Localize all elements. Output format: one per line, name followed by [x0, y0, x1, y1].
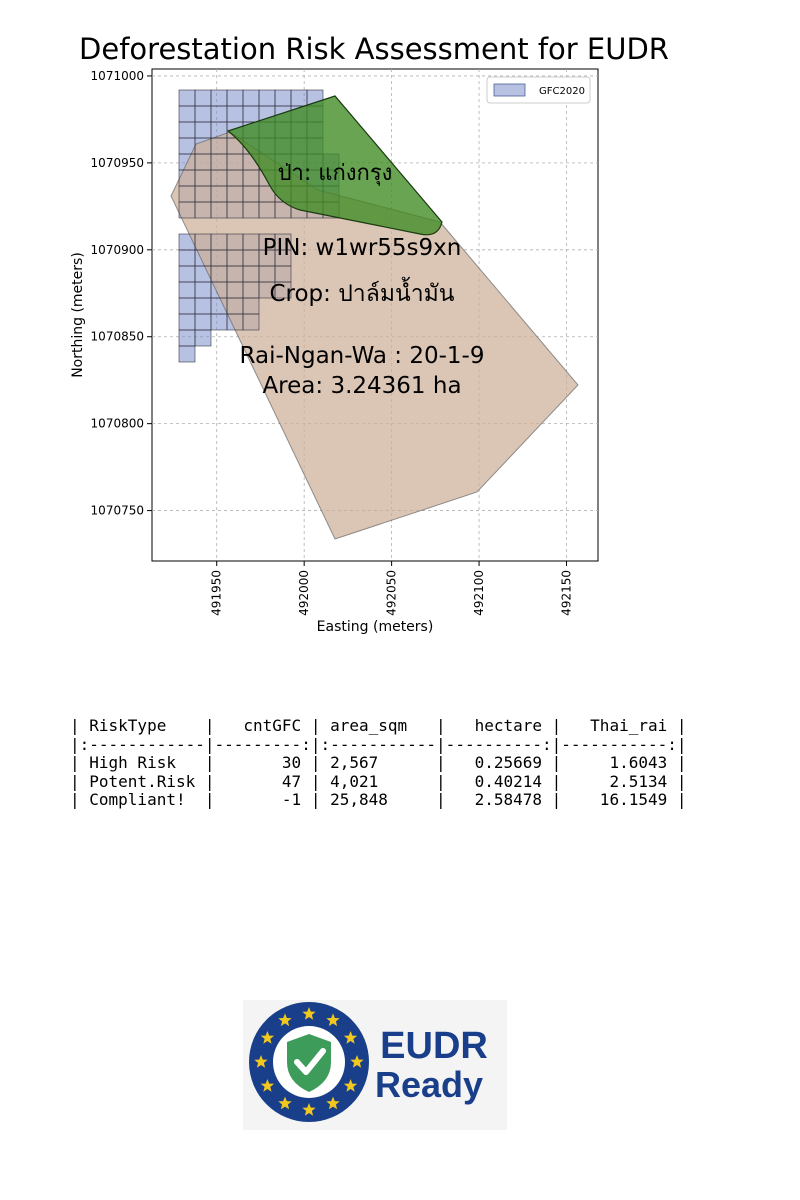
forest-polygon: [226, 95, 443, 236]
gfc-cell: [291, 90, 307, 106]
gfc-cell: [195, 106, 211, 122]
gfc-cell: [195, 314, 211, 330]
eu-star-icon: [326, 1096, 340, 1110]
table-row-high-risk: | High Risk | 30 | 2,567 | 0.25669 | 1.6…: [70, 753, 687, 772]
checkmark-icon: [294, 1048, 326, 1075]
gfc-cell-outline: [194, 329, 212, 347]
eu-star-icon: [260, 1031, 275, 1044]
x-axis-label: Easting (meters): [317, 619, 434, 635]
gfc-cell: [179, 330, 195, 346]
eu-star-icon: [343, 1031, 358, 1044]
figure-title: Deforestation Risk Assessment for EUDR: [79, 32, 669, 66]
area-label: Area: 3.24361 ha: [262, 373, 461, 399]
map-figure: Deforestation Risk Assessment for EUDR ป…: [70, 32, 669, 635]
y-tick-label: 1070950: [91, 156, 144, 170]
gfc-cell: [179, 282, 195, 298]
eu-star-icon: [326, 1013, 340, 1027]
gfc-cell-outline: [242, 313, 260, 331]
table-row-potent-risk: | Potent.Risk | 47 | 4,021 | 0.40214 | 2…: [70, 771, 687, 791]
table-header-row: | RiskType | cntGFC | area_sqm | hectare…: [70, 716, 687, 735]
map-plot-area: ป่า: แก่งกรุง PIN: w1wr55s9xn Crop: ปาล์…: [151, 68, 599, 562]
x-tick-label: 492100: [472, 570, 486, 616]
gfc-cell: [227, 106, 243, 122]
gfc-cell: [179, 298, 195, 314]
y-tick-label: 1070900: [91, 243, 144, 257]
gfc-cell: [179, 314, 195, 330]
gfc-cell: [195, 90, 211, 106]
gfc-cell-outline: [274, 281, 292, 299]
gfc-cell: [179, 138, 195, 154]
y-tick-label: 1071000: [91, 69, 144, 83]
legend-label: GFC2020: [539, 86, 585, 97]
legend-swatch: [493, 83, 526, 97]
x-axis-ticks: 491950 492000 492050 492100 492150: [210, 561, 574, 616]
x-tick-label: 492150: [560, 570, 574, 616]
eu-star-icon: [278, 1096, 292, 1110]
legend-box: [486, 76, 591, 104]
gfc-cell: [179, 346, 195, 362]
gfc-cell: [243, 106, 259, 122]
y-tick-label: 1070800: [91, 417, 144, 431]
gfc-cell: [259, 90, 275, 106]
table-row-compliant: | Compliant! | -1 | 25,848 | 2.58478 | 1…: [70, 790, 687, 809]
x-tick-label: 491950: [210, 570, 224, 616]
badge-text-ready: Ready: [375, 1064, 483, 1105]
shield-icon: [287, 1034, 331, 1092]
gfc-cell: [211, 90, 227, 106]
badge-text-eudr: EUDR: [380, 1025, 488, 1067]
y-axis-ticks: 1070750 1070800 1070850 1070900 1070950 10710…: [91, 69, 152, 518]
eu-star-icon: [278, 1013, 292, 1027]
eu-star-icon: [260, 1079, 275, 1092]
gfc-cell: [179, 250, 195, 266]
gfc-cell: [195, 122, 211, 138]
gfc-cell: [275, 90, 291, 106]
eu-star-icon: [302, 1103, 316, 1116]
gfc-cell: [195, 330, 211, 346]
eu-star-icon: [254, 1055, 268, 1068]
gfc-cell: [179, 122, 195, 138]
eu-stars: [254, 1007, 364, 1116]
eu-star-icon: [343, 1079, 358, 1092]
gfc-cell: [211, 314, 227, 330]
x-tick-label: 492000: [297, 570, 311, 616]
rai-ngan-wa-label: Rai-Ngan-Wa : 20-1-9: [240, 343, 485, 369]
table-separator-row: |:------------|---------:|:-----------|-…: [70, 734, 687, 754]
gfc-cell: [227, 90, 243, 106]
y-tick-label: 1070850: [91, 330, 144, 344]
gfc-cell: [195, 282, 211, 298]
eu-star-icon: [350, 1055, 364, 1068]
gfc-cell: [179, 106, 195, 122]
y-tick-label: 1070750: [91, 504, 144, 518]
eudr-ready-badge: EUDR Ready: [243, 1000, 507, 1130]
legend: GFC2020: [486, 76, 591, 104]
gfc-cell-outline: [178, 345, 196, 363]
gfc-cell: [243, 90, 259, 106]
crop-label: Crop: ปาล์มน้ำมัน: [269, 277, 454, 307]
risk-summary-table: | RiskType | cntGFC | area_sqm | hectare…: [70, 716, 687, 810]
forest-label: ป่า: แก่งกรุง: [278, 161, 393, 186]
eu-stars-shield-check-icon: EUDR Ready: [249, 1002, 488, 1122]
gfc-cell: [211, 106, 227, 122]
x-tick-label: 492050: [385, 570, 399, 616]
y-axis-label: Northing (meters): [70, 252, 86, 378]
eu-star-icon: [302, 1007, 316, 1020]
pin-label: PIN: w1wr55s9xn: [263, 235, 462, 261]
gfc-cell: [179, 90, 195, 106]
gfc-cell: [179, 266, 195, 282]
gfc-cell: [195, 298, 211, 314]
